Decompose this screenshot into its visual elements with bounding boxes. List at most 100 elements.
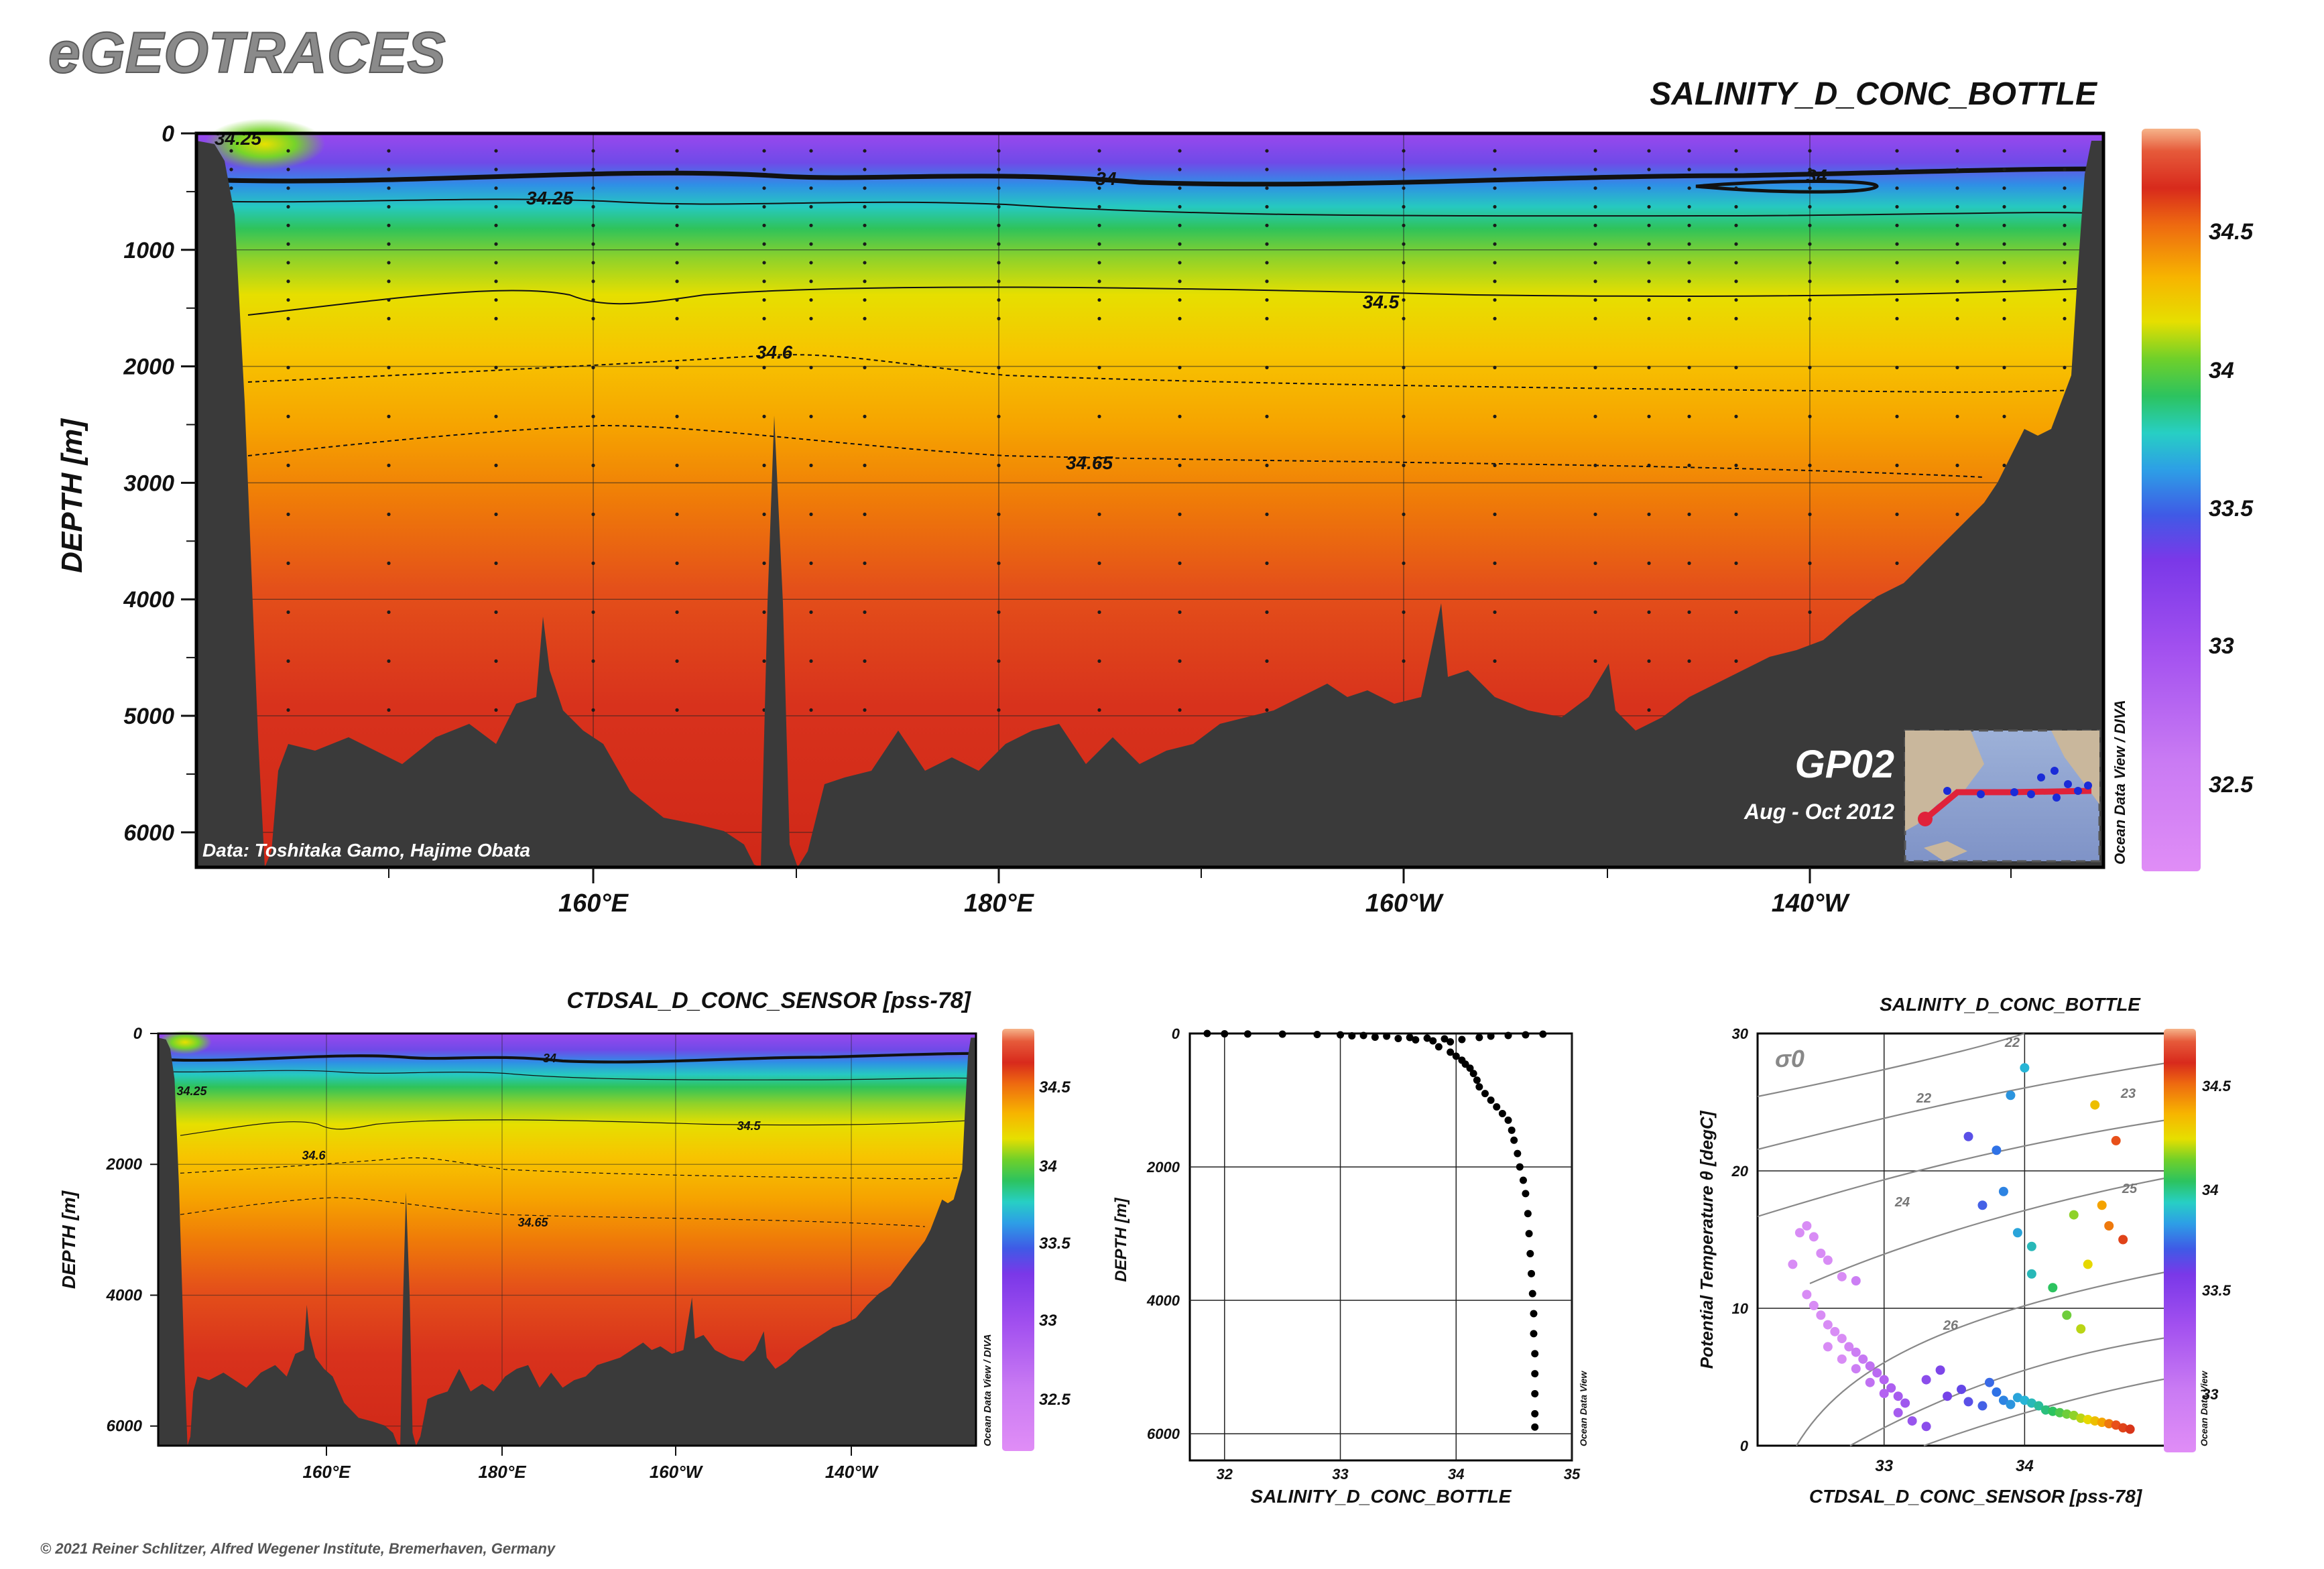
station-dot [1265, 261, 1269, 265]
station-dot [1808, 463, 1812, 467]
profile-point [1243, 1030, 1251, 1038]
sensor-y-tick-label: 6000 [107, 1418, 143, 1436]
main-y-tick-label: 5000 [123, 704, 174, 729]
station-dot [1734, 149, 1738, 153]
station-dot [675, 186, 679, 190]
station-dot [1808, 316, 1812, 320]
station-dot [1895, 298, 1899, 302]
station-dot [675, 261, 679, 265]
ts-point [2006, 1399, 2016, 1409]
sensor-x-tick-label: 180°E [478, 1462, 526, 1482]
station-dot [1808, 365, 1812, 369]
station-dot [1647, 261, 1651, 265]
main-x-tick-label: 160°W [1365, 889, 1445, 918]
station-dot [809, 149, 813, 153]
map-land-australia [1924, 841, 1967, 861]
station-dot [229, 149, 233, 153]
ts-point [2026, 1269, 2036, 1279]
station-dot [2002, 365, 2006, 369]
station-dot [1097, 414, 1101, 418]
station-dot [1178, 223, 1182, 227]
main-section-plot: SALINITY_D_CONC_BOTTLE 34.25 34 34 34.25 34.… [56, 76, 2254, 918]
station-dot [494, 561, 498, 565]
profile-point [1447, 1038, 1455, 1046]
station-dot [1647, 561, 1651, 565]
ts-point [1851, 1347, 1861, 1357]
ts-point [1921, 1422, 1931, 1432]
ts-point [1900, 1398, 1910, 1408]
ts-point [2104, 1221, 2114, 1231]
profile-point [1458, 1035, 1466, 1044]
ts-point [1943, 1391, 1953, 1401]
station-dot [1265, 561, 1269, 565]
profile-point [1466, 1064, 1474, 1072]
station-dot [1593, 186, 1597, 190]
station-dot [1808, 204, 1812, 209]
station-dot [2063, 316, 2067, 320]
ts-point [1802, 1221, 1812, 1231]
ts-isopycnals: 22 22 23 24 25 26 [1757, 1032, 2194, 1447]
main-x-ticks: 160°E 180°E 160°W 140°W [388, 867, 2012, 918]
sensor-contour-label: 34 [543, 1052, 556, 1065]
station-dot [286, 512, 290, 516]
station-dot [591, 463, 595, 467]
ts-point [1886, 1383, 1896, 1393]
ts-point [1963, 1397, 1973, 1407]
profile-point [1434, 1043, 1443, 1051]
station-dot [1493, 316, 1497, 320]
isopycnal-label: 22 [2004, 1035, 2020, 1050]
station-dot [997, 512, 1001, 516]
station-dot [863, 279, 867, 284]
station-dot [1955, 242, 1959, 246]
station-dot [1647, 149, 1651, 153]
sensor-colorbar-ticks: 34.5 34 33.5 33 32.5 [1039, 1078, 1071, 1409]
station-dot [1593, 316, 1597, 320]
sensor-colorbar-label: 33.5 [1039, 1235, 1071, 1253]
station-dot [591, 168, 595, 172]
sensor-colorbar-label: 34 [1039, 1157, 1057, 1176]
isopycnal-line [1923, 1373, 2194, 1447]
station-dot [1734, 365, 1738, 369]
station-dot [387, 316, 391, 320]
station-dot [1402, 149, 1406, 153]
station-dot [1593, 279, 1597, 284]
station-dot [1647, 610, 1651, 614]
station-dot [1647, 298, 1651, 302]
profile-watermark: Ocean Data View [1578, 1371, 1589, 1446]
main-plot-title: SALINITY_D_CONC_BOTTLE [1650, 76, 2098, 112]
sensor-contour-label: 34.65 [517, 1216, 548, 1229]
station-dot [1687, 298, 1691, 302]
station-dot [1734, 659, 1738, 663]
station-dot [2002, 168, 2006, 172]
profile-y-tick-label: 4000 [1146, 1292, 1180, 1309]
sensor-contour-label: 34.6 [302, 1149, 326, 1162]
ts-point [1865, 1377, 1875, 1387]
station-dot [762, 365, 766, 369]
station-dot [591, 414, 595, 418]
station-dot [1647, 279, 1651, 284]
ts-point [1837, 1271, 1847, 1281]
station-dot [1647, 463, 1651, 467]
map-station-dot [2027, 790, 2035, 798]
ts-point [1794, 1228, 1805, 1238]
station-dot [2063, 149, 2067, 153]
station-dot [1687, 561, 1691, 565]
station-dot [387, 512, 391, 516]
profile-xlabel: SALINITY_D_CONC_BOTTLE [1251, 1486, 1512, 1507]
station-dot [1097, 561, 1101, 565]
ts-point [2076, 1324, 2086, 1334]
profile-point [1406, 1033, 1414, 1042]
ts-point [1984, 1377, 1994, 1387]
sensor-contours: 34 34.25 34.5 34.6 34.65 [160, 1052, 971, 1229]
station-dot [1178, 279, 1182, 284]
station-dot [997, 149, 1001, 153]
station-dot [1178, 659, 1182, 663]
station-dot [1687, 149, 1691, 153]
sensor-contour-line [180, 1119, 971, 1136]
station-dot [494, 242, 498, 246]
station-dot [1687, 365, 1691, 369]
contour-line [1695, 180, 1879, 194]
profile-point [1473, 1076, 1481, 1084]
station-dot [809, 561, 813, 565]
